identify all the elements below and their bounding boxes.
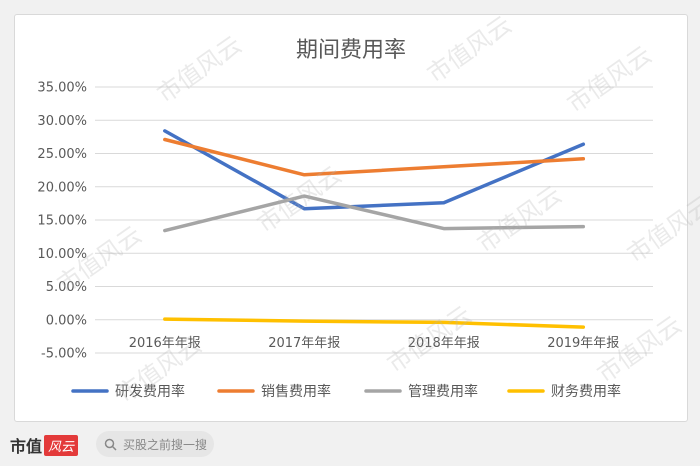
legend-label: 研发费用率 xyxy=(115,383,185,400)
x-tick-label: 2016年年报 xyxy=(129,336,201,351)
brand-mark: 风云 xyxy=(44,434,79,456)
legend: 研发费用率 销售费用率 管理费用率 财务费用率 xyxy=(71,383,621,400)
legend-item: 研发费用率 xyxy=(71,383,185,400)
series-line xyxy=(163,317,586,329)
y-tick-label: 30.00% xyxy=(37,114,87,129)
search-box[interactable]: 买股之前搜一搜 xyxy=(96,431,214,457)
legend-label: 财务费用率 xyxy=(551,383,621,400)
legend-item: 销售费用率 xyxy=(217,383,331,400)
y-axis-ticks: 35.00% 30.00% 25.00% 20.00% 15.00% 10.00% 5.00… xyxy=(37,81,87,362)
series-line xyxy=(163,194,586,233)
x-tick-label: 2018年年报 xyxy=(408,336,480,351)
legend-label: 管理费用率 xyxy=(408,383,478,400)
brand-logo[interactable]: 市值 风云 xyxy=(10,432,79,458)
y-tick-label: -5.00% xyxy=(41,347,87,362)
y-tick-label: 25.00% xyxy=(37,147,87,162)
legend-label: 销售费用率 xyxy=(261,383,331,400)
brand-name: 市值 xyxy=(10,437,43,456)
chart-title: 期间费用率 xyxy=(296,38,406,63)
gridlines xyxy=(95,86,653,354)
chart-card: 期间费用率 35.00% 30.00% 25.00% 20.00% 15.00% 10.0… xyxy=(14,14,688,422)
x-tick-label: 2019年年报 xyxy=(547,336,619,351)
footer-bar: 市值 风云 买股之前搜一搜 xyxy=(0,424,700,466)
x-tick-label: 2017年年报 xyxy=(268,336,340,351)
y-tick-label: 20.00% xyxy=(37,180,87,195)
legend-item: 管理费用率 xyxy=(364,383,478,400)
series-lines xyxy=(163,129,586,329)
y-tick-label: 10.00% xyxy=(37,247,87,262)
x-axis-ticks: 2016年年报 2017年年报 2018年年报 2019年年报 xyxy=(129,336,620,351)
series-line xyxy=(163,129,586,211)
series-line xyxy=(163,137,586,177)
search-icon xyxy=(104,438,117,451)
y-tick-label: 35.00% xyxy=(37,81,87,96)
line-chart: 期间费用率 35.00% 30.00% 25.00% 20.00% 15.00% 10.0… xyxy=(37,38,653,400)
y-tick-label: 15.00% xyxy=(37,214,87,229)
legend-item: 财务费用率 xyxy=(507,383,621,400)
y-tick-label: 5.00% xyxy=(46,280,87,295)
search-placeholder: 买股之前搜一搜 xyxy=(123,437,208,452)
y-tick-label: 0.00% xyxy=(46,313,87,328)
